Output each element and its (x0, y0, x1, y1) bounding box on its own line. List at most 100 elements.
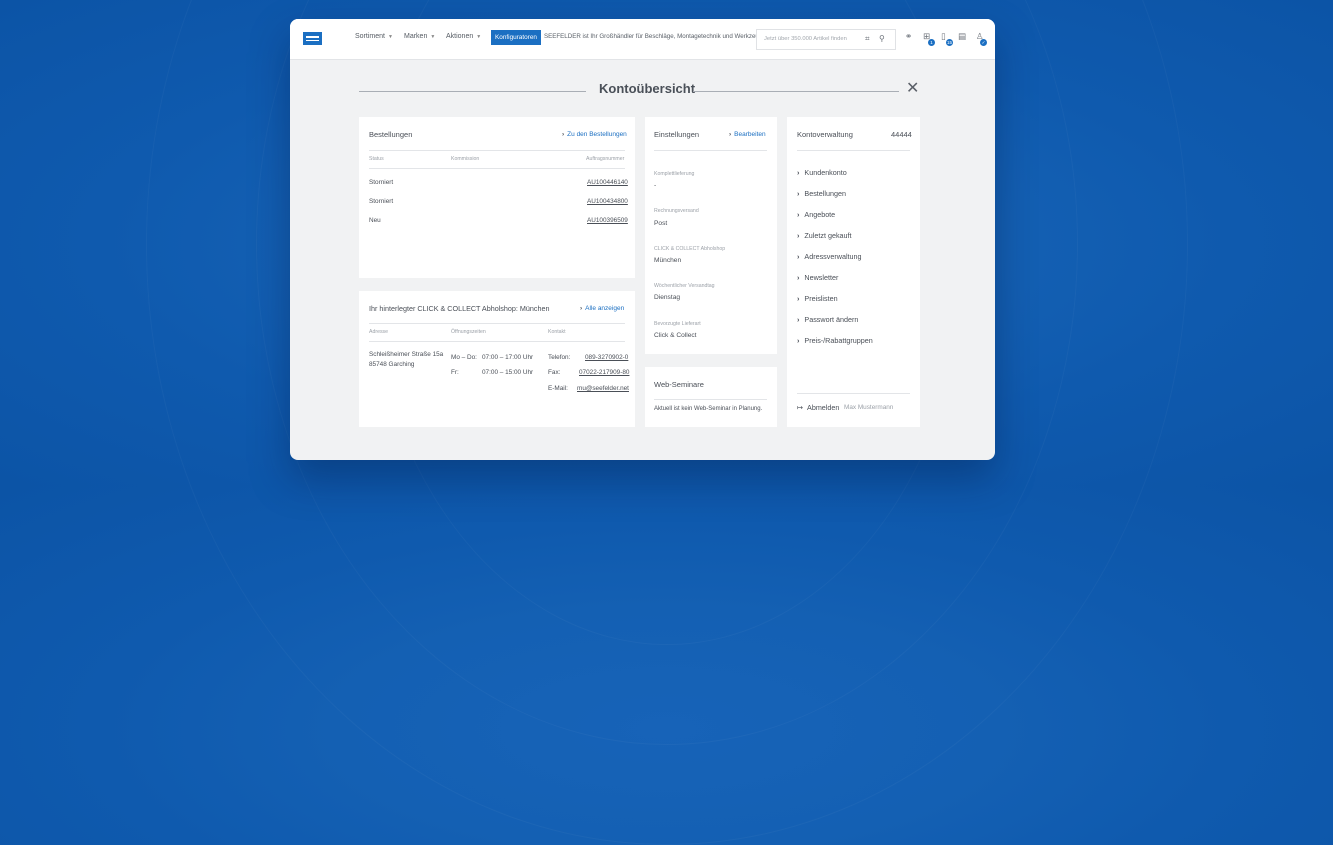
watchlist-badge: 15 (946, 39, 953, 46)
title-rule-right (693, 91, 899, 92)
menu-item-label: Preis-/Rabattgruppen (804, 336, 873, 345)
menu-item-preislisten[interactable]: › Preislisten (797, 294, 838, 303)
chevron-right-icon: › (797, 168, 800, 177)
menu-item-label: Preislisten (804, 294, 838, 303)
setting-value: Dienstag (654, 294, 681, 301)
contact-label: Fax: (548, 369, 561, 376)
chevron-down-icon: ▼ (476, 34, 482, 40)
menu-item-preis-rabattgruppen[interactable]: › Preis-/Rabattgruppen (797, 336, 873, 345)
compare-icon[interactable]: ⚭ (905, 31, 913, 41)
setting-value: Click & Collect (654, 332, 697, 339)
column-header-kommission: Kommission (451, 156, 480, 162)
chevron-right-icon: › (797, 210, 800, 219)
menu-item-bestellungen[interactable]: › Bestellungen (797, 189, 846, 198)
address-street: Schleißheimer Straße 15a (369, 351, 444, 358)
logout-icon: ↦ (797, 403, 804, 412)
fax-link[interactable]: 07022-217909-80 (579, 369, 630, 376)
search-icon[interactable]: ⚲ (879, 34, 885, 43)
column-header-status: Status (369, 156, 384, 162)
order-status: Neu (369, 217, 381, 224)
chevron-right-icon: › (797, 294, 800, 303)
document-icon[interactable]: ▤ (958, 31, 967, 41)
divider (797, 150, 910, 151)
address-city: 85748 Garching (369, 361, 415, 368)
order-number-link[interactable]: AU100446140 (587, 179, 628, 186)
nav-label: Aktionen (446, 33, 474, 40)
menu-item-label: Kundenkonto (804, 168, 847, 177)
orders-card: Bestellungen › Zu den Bestellungen Status… (359, 117, 635, 278)
chevron-down-icon: ▼ (430, 34, 436, 40)
orders-title: Bestellungen (369, 130, 413, 139)
orders-link-label: Zu den Bestellungen (567, 131, 627, 138)
divider (654, 150, 767, 151)
konfiguratoren-button[interactable]: Konfiguratoren (491, 30, 541, 45)
column-header-auftragsnummer: Auftragsnummer (586, 156, 625, 162)
show-all-link[interactable]: › Alle anzeigen (580, 305, 624, 312)
scan-icon[interactable]: ⌗ (865, 34, 870, 43)
setting-label: Wöchentlicher Versandtag (654, 283, 715, 289)
show-all-label: Alle anzeigen (585, 305, 625, 312)
hours-time: 07:00 – 15:00 Uhr (482, 369, 534, 376)
settings-title: Einstellungen (654, 130, 700, 139)
user-check-badge: ✓ (980, 39, 987, 46)
divider (654, 399, 767, 400)
account-title: Kontoverwaltung (797, 130, 853, 139)
order-status: Storniert (369, 179, 394, 186)
user-icon[interactable]: ♙ (976, 31, 984, 41)
divider (797, 393, 910, 394)
chevron-right-icon: › (797, 273, 800, 282)
setting-label: Bevorzugte Lieferart (654, 321, 701, 327)
menu-item-passwort-aendern[interactable]: › Passwort ändern (797, 315, 858, 324)
cart-icon[interactable]: ⊞ (923, 31, 931, 41)
setting-value: - (654, 182, 657, 189)
chevron-right-icon: › (562, 131, 565, 138)
logout-button[interactable]: ↦ Abmelden (797, 403, 839, 412)
menu-item-adressverwaltung[interactable]: › Adressverwaltung (797, 252, 862, 261)
title-rule-left (359, 91, 586, 92)
divider (369, 323, 625, 324)
hours-days: Fr: (451, 369, 459, 376)
chevron-down-icon: ▼ (387, 34, 393, 40)
seefelder-logo[interactable] (303, 32, 322, 45)
chevron-right-icon: › (797, 231, 800, 240)
web-seminars-card: Web-Seminare Aktuell ist kein Web-Semina… (645, 367, 777, 427)
nav-sortiment[interactable]: Sortiment ▼ (355, 33, 393, 40)
menu-item-label: Adressverwaltung (804, 252, 862, 261)
watchlist-icon[interactable]: ▯ (941, 31, 946, 41)
nav-marken[interactable]: Marken ▼ (404, 33, 435, 40)
header-tagline: SEEFELDER ist Ihr Großhändler für Beschl… (544, 33, 768, 40)
logout-label: Abmelden (807, 403, 840, 412)
chevron-right-icon: › (797, 315, 800, 324)
settings-card: Einstellungen › Bearbeiten Komplettliefer… (645, 117, 777, 354)
click-collect-card: Ihr hinterlegter CLICK & COLLECT Abholsh… (359, 291, 635, 427)
divider (369, 168, 625, 169)
edit-settings-link[interactable]: › Bearbeiten (729, 131, 766, 138)
hours-time: 07:00 – 17:00 Uhr (482, 354, 534, 361)
search-input[interactable]: Jetzt über 350.000 Artikel finden ⌗ ⚲ (756, 29, 896, 50)
orders-link[interactable]: › Zu den Bestellungen (562, 131, 627, 138)
browser-window: Sortiment ▼ Marken ▼ Aktionen ▼ Konfigurato… (290, 19, 995, 460)
nav-label: Marken (404, 33, 428, 40)
menu-item-kundenkonto[interactable]: › Kundenkonto (797, 168, 847, 177)
order-number-link[interactable]: AU100434800 (587, 198, 628, 205)
edit-settings-label: Bearbeiten (734, 131, 766, 138)
chevron-right-icon: › (797, 336, 800, 345)
click-collect-title: Ihr hinterlegter CLICK & COLLECT Abholsh… (369, 304, 550, 313)
search-placeholder: Jetzt über 350.000 Artikel finden (764, 36, 847, 42)
email-link[interactable]: mu@seefelder.net (577, 385, 629, 392)
menu-item-newsletter[interactable]: › Newsletter (797, 273, 838, 282)
close-icon[interactable]: ✕ (906, 80, 920, 97)
setting-label: Komplettlieferung (654, 171, 695, 177)
setting-value: München (654, 257, 682, 264)
order-number-link[interactable]: AU100396509 (587, 217, 628, 224)
divider (369, 341, 625, 342)
menu-item-label: Passwort ändern (804, 315, 859, 324)
cart-badge: 1 (928, 39, 935, 46)
setting-value: Post (654, 220, 668, 227)
web-seminars-text: Aktuell ist kein Web-Seminar in Planung. (654, 406, 763, 412)
phone-link[interactable]: 089-3270902-0 (585, 354, 629, 361)
nav-aktionen[interactable]: Aktionen ▼ (446, 33, 481, 40)
chevron-right-icon: › (729, 131, 732, 138)
menu-item-zuletzt-gekauft[interactable]: › Zuletzt gekauft (797, 231, 852, 240)
menu-item-angebote[interactable]: › Angebote (797, 210, 835, 219)
